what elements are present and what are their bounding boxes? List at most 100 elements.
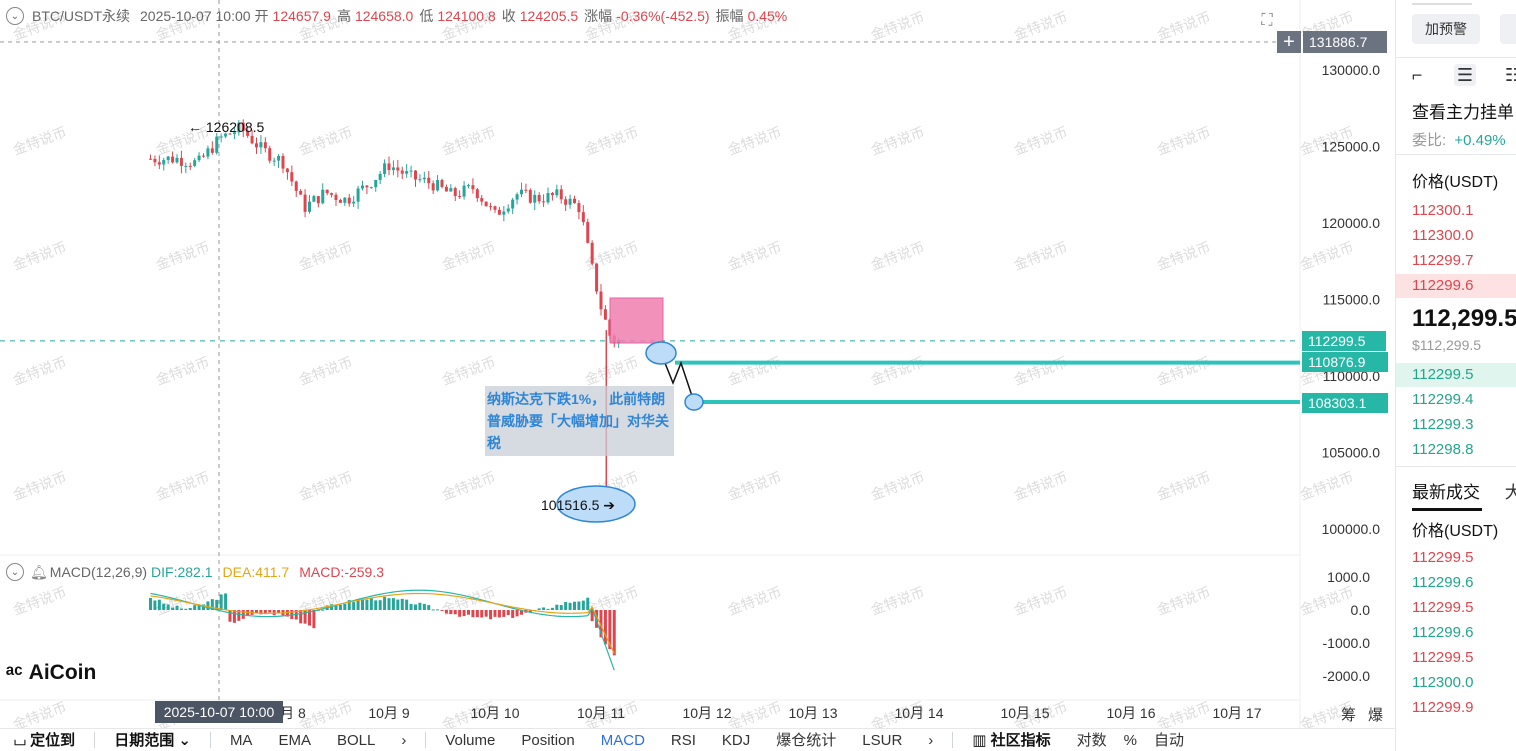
candle-body <box>281 155 285 169</box>
price-tick-label: 120000.0 <box>1322 215 1381 231</box>
fullscreen-expand-icon[interactable]: ⛶ <box>1261 12 1273 29</box>
date-range-button[interactable]: 日期范围 ⌄ <box>114 731 191 749</box>
macd-histogram-bar <box>555 604 559 610</box>
candle-body <box>285 168 289 173</box>
indicator-boll[interactable]: BOLL <box>336 731 376 749</box>
indicator-volume[interactable]: Volume <box>445 731 496 749</box>
kline-chart-canvas[interactable]: 金特说币 金特说币 金特说币 金特说币 金特说币 金特说币 金特说币 金特说币 金特说币 金特说币… <box>0 0 1395 728</box>
macd-histogram-bar <box>157 599 161 610</box>
orderbook-view-switcher: ⌐ ☰ ☷ <box>1406 64 1516 86</box>
candle-body <box>436 180 440 191</box>
macd-histogram-bar <box>378 600 382 610</box>
chip-distribution-icon[interactable]: 筹 <box>1341 707 1357 724</box>
macd-histogram-bar <box>559 605 563 610</box>
macd-histogram-bar <box>232 610 236 623</box>
watermark-text: 金特说币 <box>1155 124 1213 158</box>
chart-area[interactable]: 金特说币 金特说币 金特说币 金特说币 金特说币 金特说币 金特说币 金特说币 金特说币 金特说币… <box>0 0 1395 728</box>
macd-histogram-bar <box>564 601 568 610</box>
watermark-text: 金特说币 <box>1155 469 1213 503</box>
watermark-text: 金特说币 <box>11 469 69 503</box>
auto-scale-toggle[interactable]: 自动 <box>1154 731 1185 749</box>
macd-histogram-bar <box>334 604 338 610</box>
watermark-text: 金特说币 <box>1012 239 1070 273</box>
macd-histogram-bar <box>277 610 281 614</box>
indicator-kdj[interactable]: KDJ <box>721 731 751 749</box>
indicator-ema[interactable]: EMA <box>278 731 311 749</box>
candle-body <box>308 201 311 212</box>
macd-histogram-bar <box>166 604 170 610</box>
orderbook-list-icon[interactable]: ☷ <box>1502 64 1516 86</box>
indicator-macd[interactable]: MACD <box>600 731 645 749</box>
macd-histogram-bar <box>427 605 431 610</box>
bell-icon[interactable]: 🔔︎ <box>30 563 48 580</box>
macd-histogram-bar <box>206 601 210 610</box>
collapse-chevron-icon[interactable]: ⌄ <box>6 7 24 25</box>
open-value: 124657.9 <box>272 8 331 24</box>
macd-histogram-bar <box>414 604 417 610</box>
candle-body <box>506 208 510 212</box>
bid-row[interactable]: 112299.3 <box>1412 416 1474 433</box>
candle-body <box>290 172 294 182</box>
tab-large-trades[interactable]: 大 <box>1505 483 1516 502</box>
candle-body <box>383 163 387 174</box>
watermark-text: 金特说币 <box>583 124 641 158</box>
ask-row[interactable]: 112300.1 <box>1412 202 1474 219</box>
datetime-label: 2025-10-07 10:00 <box>140 8 251 24</box>
watermark-text: 金特说币 <box>297 354 355 388</box>
ask-row[interactable]: 112299.6 <box>1412 277 1474 294</box>
macd-histogram-bar <box>285 610 289 617</box>
collapse-chevron-icon[interactable]: ⌄ <box>6 563 24 581</box>
ask-row[interactable]: 112299.7 <box>1412 252 1474 269</box>
add-alert-button[interactable]: 加预警 <box>1412 14 1480 44</box>
ask-row[interactable]: 112300.0 <box>1412 227 1474 244</box>
indicator-ma[interactable]: MA <box>229 731 253 749</box>
marker-circle <box>645 341 677 365</box>
log-scale-toggle[interactable]: 对数 <box>1076 731 1107 749</box>
macd-histogram-bar <box>546 608 550 610</box>
watermark-text: 金特说币 <box>297 469 355 503</box>
add-price-line-icon[interactable]: + <box>1277 31 1301 53</box>
orderbook-both-icon[interactable]: ⌐ <box>1411 65 1423 85</box>
watermark-text: 金特说币 <box>726 584 784 618</box>
toolbar-divider <box>425 732 427 748</box>
macd-histogram-bar <box>431 609 435 611</box>
tab-latest-trades[interactable]: 最新成交 <box>1412 483 1480 502</box>
candle-body <box>467 185 470 187</box>
candle-body <box>237 122 241 133</box>
main-indicators-more-icon[interactable]: › <box>401 731 407 749</box>
macd-histogram-bar <box>188 607 192 610</box>
watermark-text: 金特说币 <box>11 354 69 388</box>
indicator-liquidation[interactable]: 爆仓统计 <box>776 731 837 749</box>
ask-highlight <box>1396 274 1516 298</box>
sub-indicators-more-icon[interactable]: › <box>928 731 934 749</box>
community-indicators-button[interactable]: ▥ 社区指标 <box>972 731 1051 749</box>
candle-body <box>603 309 607 320</box>
candle-body <box>334 194 338 200</box>
watermark-text: 金特说币 <box>726 239 784 273</box>
indicator-position[interactable]: Position <box>521 731 575 749</box>
macd-histogram-bar <box>608 610 612 650</box>
liquidation-map-icon[interactable]: 爆 <box>1368 707 1384 724</box>
candle-body <box>277 155 281 161</box>
time-tick-label: 10月 17 <box>1212 705 1261 721</box>
bid-row[interactable]: 112299.4 <box>1412 391 1474 408</box>
candle-body <box>542 201 546 203</box>
news-annotation[interactable]: 纳斯达克下跌1%， 此前特朗普威胁要「大幅增加」对华关税 <box>485 386 674 456</box>
macd-dea: DEA:411.7 <box>222 564 290 580</box>
view-main-orders-link[interactable]: 查看主力挂单 <box>1412 103 1514 122</box>
panel-extra-button[interactable] <box>1500 14 1516 44</box>
macd-histogram-bar <box>299 610 303 624</box>
locate-button[interactable]: ⌴ 定位到 <box>14 731 76 749</box>
candle-body <box>528 189 532 203</box>
bid-row[interactable]: 112299.5 <box>1412 366 1474 383</box>
orderbook-depth-icon[interactable]: ☰ <box>1454 64 1476 86</box>
trade-row: 112300.0 <box>1412 674 1474 691</box>
percent-scale-toggle[interactable]: % <box>1123 731 1138 749</box>
macd-histogram-bar <box>599 610 603 638</box>
candle-body <box>303 194 307 212</box>
bid-row[interactable]: 112298.8 <box>1412 441 1474 458</box>
macd-histogram-bar <box>586 597 590 610</box>
candle-body <box>520 189 523 195</box>
indicator-rsi[interactable]: RSI <box>670 731 696 749</box>
indicator-lsur[interactable]: LSUR <box>862 731 903 749</box>
